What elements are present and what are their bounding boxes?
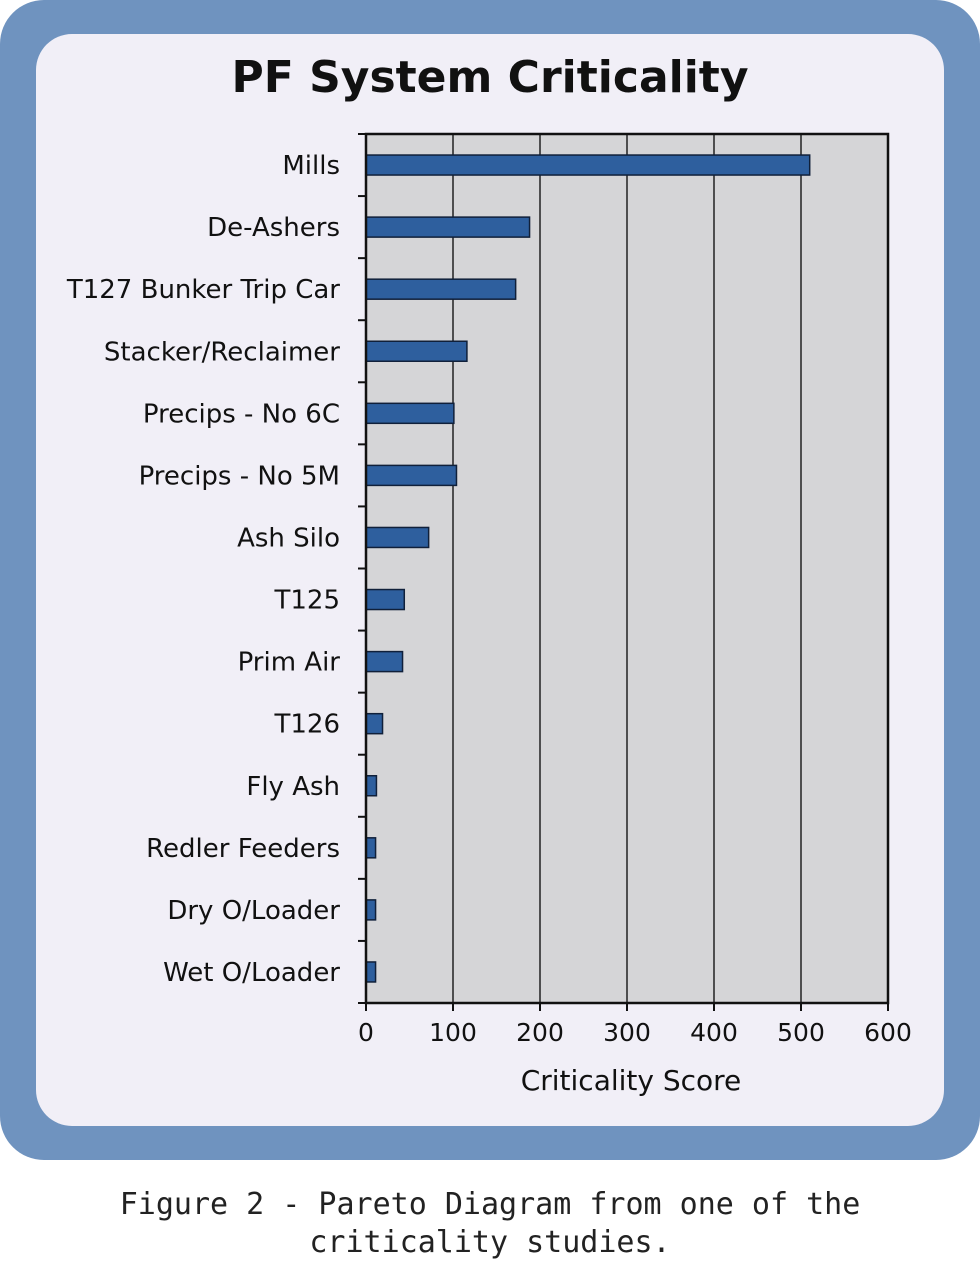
category-label: Dry O/Loader — [167, 896, 340, 926]
x-tick-label: 600 — [864, 1018, 912, 1047]
bar — [365, 278, 517, 300]
bar — [365, 464, 458, 487]
gridlines — [452, 134, 802, 1003]
category-label: T127 Bunker Trip Car — [66, 275, 340, 305]
bar — [365, 154, 811, 176]
x-tick-label: 400 — [690, 1018, 738, 1047]
bar — [365, 961, 377, 983]
category-label: Precips - No 6C — [143, 399, 340, 429]
category-label: De-Ashers — [207, 213, 340, 243]
bar — [365, 402, 455, 425]
bar — [365, 526, 430, 549]
bar — [365, 340, 468, 362]
category-label: Stacker/Reclaimer — [104, 337, 340, 367]
figure-caption: Figure 2 - Pareto Diagram from one of th… — [119, 1187, 861, 1260]
bar — [365, 712, 384, 735]
category-label: Mills — [282, 151, 340, 181]
x-tick-label: 200 — [516, 1018, 564, 1047]
bar — [365, 775, 378, 797]
x-tick-label: 300 — [603, 1018, 651, 1047]
x-axis-title: Criticality Score — [521, 1064, 742, 1097]
category-label: Redler Feeders — [146, 834, 340, 864]
chart-title: PF System Criticality — [231, 52, 748, 103]
category-label: T126 — [273, 710, 340, 740]
bar — [365, 899, 377, 921]
bar — [365, 588, 406, 611]
bar-chart: PF System Criticality Mills De-Ashers T127… — [66, 52, 912, 1097]
category-label: Fly Ash — [246, 772, 340, 802]
category-labels: Mills De-Ashers T127 Bunker Trip Car Stacke… — [66, 151, 340, 988]
category-label: Ash Silo — [237, 523, 340, 553]
axis-ticks — [358, 133, 889, 1011]
category-label: Precips - No 5M — [139, 461, 340, 491]
bar — [365, 216, 531, 238]
x-tick-label: 500 — [777, 1018, 825, 1047]
bar — [365, 650, 404, 673]
bars — [365, 154, 811, 983]
x-tick-label: 100 — [429, 1018, 477, 1047]
category-label: T125 — [273, 586, 340, 616]
category-label: Wet O/Loader — [163, 958, 340, 988]
category-label: Prim Air — [238, 648, 341, 678]
x-tick-labels: 0 100 200 300 400 500 600 — [358, 1018, 912, 1047]
bar — [365, 837, 377, 859]
x-tick-label: 0 — [358, 1018, 374, 1047]
